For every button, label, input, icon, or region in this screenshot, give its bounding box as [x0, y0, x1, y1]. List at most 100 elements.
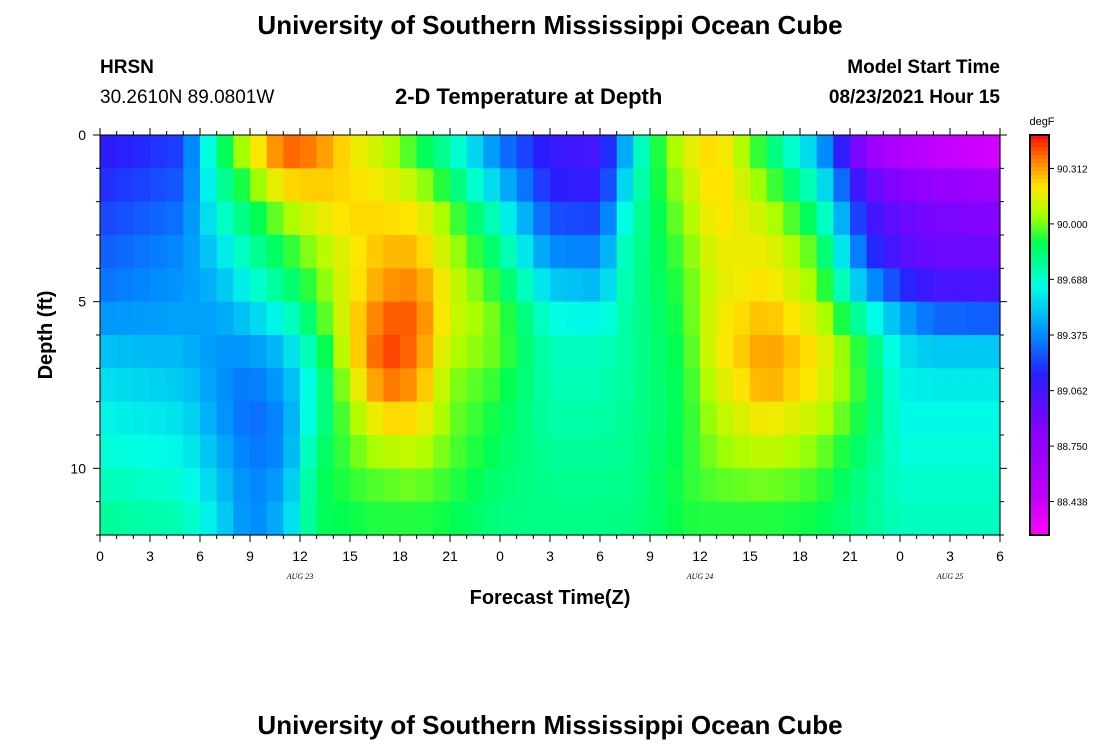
heatmap-cell	[183, 501, 201, 536]
heatmap-cell	[450, 168, 468, 203]
heatmap-cell	[866, 235, 884, 269]
heatmap-cell	[500, 335, 518, 369]
heatmap-cell	[216, 201, 234, 236]
heatmap-cell	[866, 301, 884, 336]
heatmap-cell	[133, 335, 151, 369]
heatmap-cell	[466, 135, 484, 169]
heatmap-cell	[600, 268, 618, 303]
heatmap-cell	[933, 435, 951, 469]
heatmap-cell	[183, 201, 201, 236]
heatmap-cell	[866, 335, 884, 369]
heatmap-cell	[983, 501, 1001, 536]
heatmap-cell	[766, 168, 784, 203]
heatmap-cell	[316, 301, 334, 336]
date-label: AUG 24	[686, 572, 713, 581]
heatmap-cell	[266, 468, 284, 503]
heatmap-cell	[283, 435, 301, 469]
heatmap-cell	[716, 201, 734, 236]
heatmap-cell	[833, 335, 851, 369]
heatmap-cell	[933, 235, 951, 269]
heatmap-cell	[100, 435, 118, 469]
heatmap-cell	[683, 335, 701, 369]
x-tick-label: 3	[546, 548, 554, 564]
heatmap-cell	[166, 501, 184, 536]
colorbar-segment	[1030, 187, 1049, 192]
heatmap-cell	[533, 301, 551, 336]
heatmap-cell	[950, 235, 968, 269]
heatmap-cell	[816, 168, 834, 203]
heatmap-cell	[833, 301, 851, 336]
colorbar-segment	[1030, 459, 1049, 464]
colorbar-segment	[1030, 215, 1049, 220]
heatmap-cell	[650, 168, 668, 203]
heatmap-cell	[183, 468, 201, 503]
heatmap-cell	[983, 235, 1001, 269]
heatmap-cell	[683, 301, 701, 336]
heatmap-cell	[683, 201, 701, 236]
heatmap-cell	[733, 201, 751, 236]
heatmap-cell	[500, 268, 518, 303]
heatmap-cell	[400, 301, 418, 336]
heatmap-cell	[383, 135, 401, 169]
heatmap-cell	[983, 368, 1001, 403]
heatmap-cell	[450, 501, 468, 536]
colorbar-segment	[1030, 143, 1049, 148]
heatmap-cell	[200, 401, 218, 436]
heatmap-cell	[666, 201, 684, 236]
heatmap-cell	[583, 268, 601, 303]
colorbar-segment	[1030, 351, 1049, 356]
heatmap-cell	[116, 401, 134, 436]
heatmap-cell	[800, 235, 818, 269]
heatmap-cell	[900, 468, 918, 503]
heatmap-cell	[866, 401, 884, 436]
heatmap-cell	[466, 368, 484, 403]
heatmap-cell	[833, 201, 851, 236]
y-tick-label: 10	[70, 460, 86, 476]
x-tick-label: 12	[692, 548, 708, 564]
heatmap-cell	[400, 201, 418, 236]
heatmap-cell	[666, 401, 684, 436]
heatmap-cell	[983, 201, 1001, 236]
heatmap-cell	[150, 401, 168, 436]
heatmap-cell	[383, 235, 401, 269]
heatmap-cell	[616, 468, 634, 503]
heatmap-cell	[433, 401, 451, 436]
heatmap-cell	[850, 368, 868, 403]
colorbar-segment	[1030, 195, 1049, 200]
heatmap-cell	[466, 201, 484, 236]
colorbar-segment	[1030, 231, 1049, 236]
colorbar-label: 89.375	[1057, 331, 1088, 342]
heatmap-cell	[333, 401, 351, 436]
heatmap-cell	[833, 401, 851, 436]
heatmap-cell	[266, 435, 284, 469]
heatmap-cell	[300, 301, 318, 336]
heatmap-cell	[283, 301, 301, 336]
heatmap-cell	[633, 468, 651, 503]
heatmap-cell	[966, 268, 984, 303]
heatmap-cell	[150, 168, 168, 203]
heatmap-cell	[583, 301, 601, 336]
heatmap-cell	[266, 235, 284, 269]
colorbar-segment	[1030, 463, 1049, 468]
heatmap-cell	[516, 335, 534, 369]
heatmap-cell	[400, 135, 418, 169]
heatmap-cell	[916, 435, 934, 469]
heatmap-cell	[683, 135, 701, 169]
heatmap-cell	[933, 135, 951, 169]
heatmap-cell	[750, 268, 768, 303]
x-tick-label: 15	[742, 548, 758, 564]
colorbar-segment	[1030, 443, 1049, 448]
heatmap-cell	[900, 501, 918, 536]
heatmap-cell	[216, 368, 234, 403]
colorbar-segment	[1030, 359, 1049, 364]
heatmap-cell	[233, 335, 251, 369]
colorbar-segment	[1030, 435, 1049, 440]
colorbar-segment	[1030, 239, 1049, 244]
colorbar-segment	[1030, 431, 1049, 436]
heatmap-cell	[616, 401, 634, 436]
heatmap-cell	[650, 235, 668, 269]
colorbar-segment	[1030, 247, 1049, 252]
heatmap-cell	[450, 135, 468, 169]
heatmap-cell	[633, 501, 651, 536]
heatmap-cell	[783, 201, 801, 236]
